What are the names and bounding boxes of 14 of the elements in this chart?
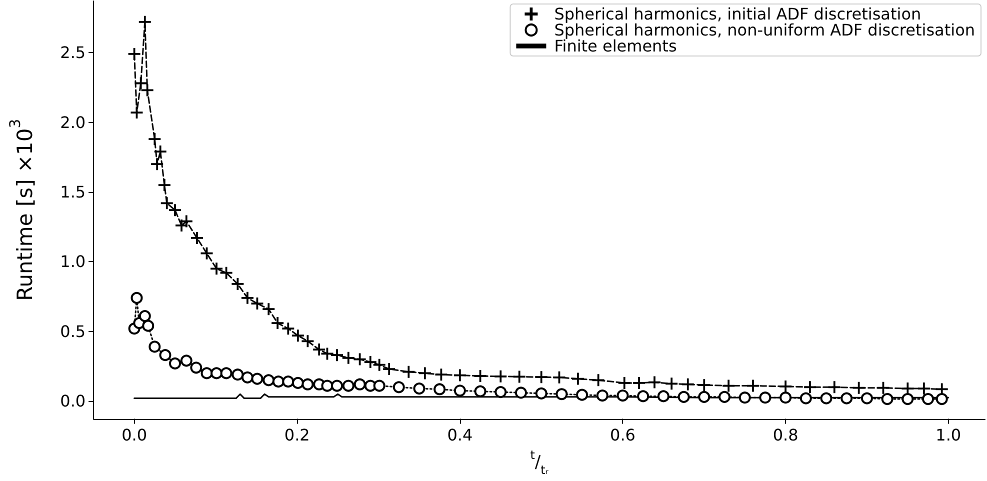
x-tick-label: 0.8	[772, 425, 798, 444]
x-tick-label: 0.4	[447, 425, 473, 444]
y-tick-label: 0.0	[60, 392, 86, 411]
x-tick-label: 0.6	[610, 425, 636, 444]
y-tick-label: 1.5	[60, 182, 86, 202]
legend-label: Spherical harmonics, initial ADF discretisation	[554, 4, 922, 24]
y-axis-title: Runtime [s] ×103	[7, 118, 37, 301]
y-tick-label: 2.5	[60, 43, 86, 62]
y-tick-label: 1.0	[60, 252, 86, 272]
x-tick-label: 0.0	[122, 425, 148, 444]
x-tick-label: 0.2	[284, 425, 310, 444]
y-tick-label: 0.5	[60, 322, 86, 341]
y-tick-label: 2.0	[60, 112, 86, 132]
x-tick-label: 1.0	[936, 425, 962, 444]
